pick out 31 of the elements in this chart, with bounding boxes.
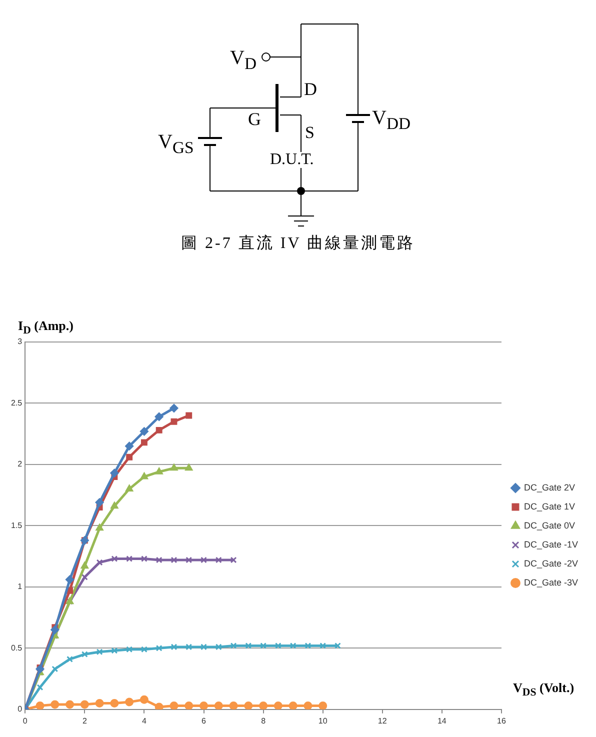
legend-label: DC_Gate 1V xyxy=(524,501,576,512)
y-tick-label: 1 xyxy=(18,582,23,592)
x-tick-label: 8 xyxy=(261,716,266,726)
text: V$_{DD}$ xyxy=(372,107,411,133)
text: D.U.T. xyxy=(270,151,314,168)
text: G xyxy=(248,109,261,129)
x-tick-label: 16 xyxy=(497,716,506,726)
legend-label: DC_Gate -3V xyxy=(524,577,578,588)
y-tick-label: 1.5 xyxy=(10,520,23,530)
y-tick-label: 3 xyxy=(18,337,23,346)
text: D xyxy=(304,79,317,99)
y-axis-title: I$_{D}$ (Amp.) xyxy=(18,318,74,337)
x-tick-label: 12 xyxy=(378,716,388,726)
y-tick-label: 0.5 xyxy=(10,643,23,652)
y-tick-label: 2 xyxy=(18,460,23,469)
x-tick-label: 10 xyxy=(318,716,328,726)
y-tick-label: 0 xyxy=(18,704,23,714)
text: V$_{D}$ xyxy=(230,47,256,73)
x-tick-label: 4 xyxy=(142,716,147,726)
x-tick-label: 14 xyxy=(437,716,447,726)
x-tick-label: 2 xyxy=(82,716,88,726)
legend-label: DC_Gate 2V xyxy=(524,482,576,492)
x-axis-title: V$_{DS}$ (Volt.) xyxy=(513,680,574,699)
text: V$_{GS}$ xyxy=(158,131,194,157)
legend-label: DC_Gate 0V xyxy=(524,520,576,530)
legend-label: DC_Gate -1V xyxy=(524,539,578,550)
x-tick-label: 6 xyxy=(202,716,207,726)
caption: 圖 2-7 直流 IV 曲線量測電路 xyxy=(180,235,416,252)
y-tick-label: 2.5 xyxy=(10,398,23,408)
text: S xyxy=(305,123,314,142)
legend-label: DC_Gate -2V xyxy=(524,558,578,568)
